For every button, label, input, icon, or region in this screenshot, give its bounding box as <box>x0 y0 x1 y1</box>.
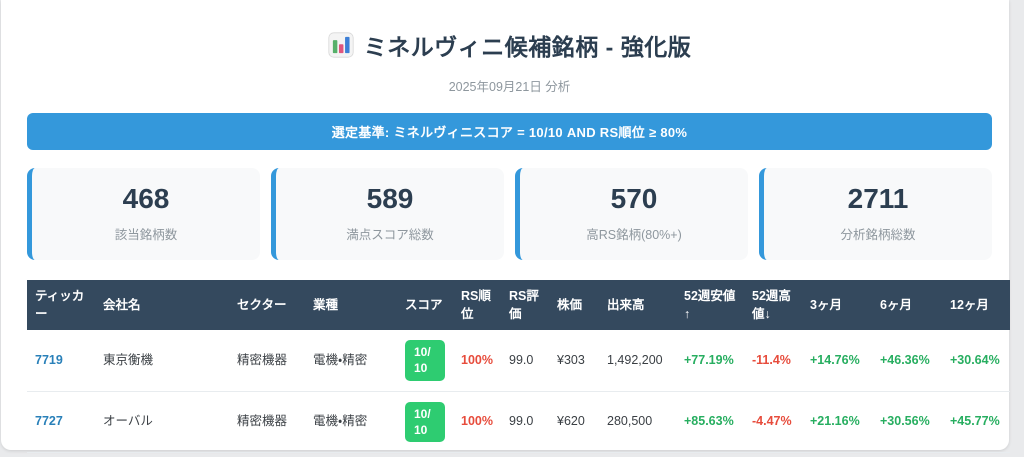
stat-value: 570 <box>610 183 658 214</box>
rs-rank-cell: 100% <box>453 452 501 457</box>
col-header-company: 会社名 <box>95 280 229 331</box>
col-header-rs-rating: RS評価 <box>501 280 549 331</box>
rs-rank-cell: 100% <box>453 391 501 454</box>
volume-cell: 1,492,200 <box>599 330 676 392</box>
6-month-cell: +46.36% <box>872 330 942 392</box>
col-header-ticker: ティッカー <box>27 280 95 331</box>
stat-card-matching-stocks: 468 該当銘柄数 <box>27 168 260 260</box>
table-row: 7719 東京衡機 精密機器 電機・精密 10/10 100% 99.0 ¥30… <box>27 330 1010 392</box>
rs-rank-cell: 100% <box>453 330 501 392</box>
company-cell: オーバル <box>95 391 229 454</box>
col-header-52w-low: 52週安値↑ <box>676 280 744 331</box>
volume-cell: 280,500 <box>599 391 676 454</box>
52w-high-cell: -3.79% <box>744 452 802 457</box>
stat-label: 満点スコア総数 <box>346 228 434 242</box>
col-header-12-month: 12ヶ月 <box>942 280 1010 331</box>
industry-cell: 電機・精密 <box>305 330 397 392</box>
ticker-cell[interactable]: 7777 <box>27 452 95 457</box>
score-badge: 10/10 <box>405 340 445 381</box>
score-cell: 10/10 <box>397 330 453 392</box>
bar-chart-icon <box>328 32 354 58</box>
3-month-cell: +14.76% <box>802 330 872 392</box>
stat-value: 589 <box>366 183 414 214</box>
stat-cards: 468 該当銘柄数 589 満点スコア総数 570 高RS銘柄(80%+) 27… <box>27 168 992 260</box>
col-header-rs-rank: RS順位 <box>453 280 501 331</box>
table-header: ティッカー 会社名 セクター 業種 スコア RS順位 RS評価 株価 出来高 5… <box>27 280 1010 331</box>
stat-label: 高RS銘柄(80%+) <box>586 228 682 242</box>
analysis-date: 2025年09月21日 分析 <box>448 80 571 94</box>
col-header-3-month: 3ヶ月 <box>802 280 872 331</box>
page-header: ミネルヴィニ候補銘柄 - 強化版 <box>27 28 992 62</box>
company-cell: スリー・ディー・マトリックス <box>95 452 229 457</box>
table-row: 7727 オーバル 精密機器 電機・精密 10/10 100% 99.0 ¥62… <box>27 391 1010 454</box>
ticker-cell[interactable]: 7719 <box>27 330 95 392</box>
3-month-cell: +21.16% <box>802 391 872 454</box>
52w-low-cell: +85.63% <box>676 391 744 454</box>
stat-card-total-analyzed: 2711 分析銘柄総数 <box>759 168 992 260</box>
rs-rating-cell: 99.0 <box>501 452 549 457</box>
rs-rating-cell: 99.0 <box>501 391 549 454</box>
price-cell: ¥620 <box>549 391 599 454</box>
52w-low-cell: +205.0% <box>676 452 744 457</box>
6-month-cell: +30.56% <box>872 391 942 454</box>
page-title: ミネルヴィニ候補銘柄 - 強化版 <box>363 34 692 60</box>
stat-value: 2711 <box>847 183 909 214</box>
6-month-cell: +111.97% <box>872 452 942 457</box>
col-header-price: 株価 <box>549 280 599 331</box>
table-body: 7719 東京衡機 精密機器 電機・精密 10/10 100% 99.0 ¥30… <box>27 330 1010 457</box>
criteria-banner: 選定基準: ミネルヴィニスコア = 10/10 AND RS順位 ≥ 80% <box>27 113 992 150</box>
col-header-volume: 出来高 <box>599 280 676 331</box>
table-row: 7777 スリー・ディー・マトリックス 精密機器 電機・精密 10/10 100… <box>27 452 1010 457</box>
3-month-cell: +5.51% <box>802 452 872 457</box>
sector-cell: 精密機器 <box>229 452 305 457</box>
sector-cell: 精密機器 <box>229 391 305 454</box>
col-header-6-month: 6ヶ月 <box>872 280 942 331</box>
stat-label: 該当銘柄数 <box>114 228 178 242</box>
score-cell: 10/10 <box>397 391 453 454</box>
12-month-cell: +45.77% <box>942 391 1010 454</box>
stat-value: 468 <box>122 183 170 214</box>
52w-high-cell: -11.4% <box>744 330 802 392</box>
score-badge: 10/10 <box>405 401 445 442</box>
52w-low-cell: +77.19% <box>676 330 744 392</box>
stat-card-high-rs-stocks: 570 高RS銘柄(80%+) <box>515 168 748 260</box>
12-month-cell: +117.31% <box>942 452 1010 457</box>
sector-cell: 精密機器 <box>229 330 305 392</box>
stock-table: ティッカー 会社名 セクター 業種 スコア RS順位 RS評価 株価 出来高 5… <box>27 280 1010 457</box>
table-header-row: ティッカー 会社名 セクター 業種 スコア RS順位 RS評価 株価 出来高 5… <box>27 280 1010 331</box>
industry-cell: 電機・精密 <box>305 452 397 457</box>
col-header-sector: セクター <box>229 280 305 331</box>
stat-label: 分析銘柄総数 <box>840 228 916 242</box>
ticker-cell[interactable]: 7727 <box>27 391 95 454</box>
industry-cell: 電機・精密 <box>305 391 397 454</box>
stat-card-perfect-scores: 589 満点スコア総数 <box>271 168 504 260</box>
price-cell: ¥305 <box>549 452 599 457</box>
52w-high-cell: -4.47% <box>744 391 802 454</box>
score-cell: 10/10 <box>397 452 453 457</box>
volume-cell: 5,598,600 <box>599 452 676 457</box>
criteria-banner-text: 選定基準: ミネルヴィニスコア = 10/10 AND RS順位 ≥ 80% <box>331 125 688 140</box>
company-cell: 東京衡機 <box>95 330 229 392</box>
col-header-industry: 業種 <box>305 280 397 331</box>
rs-rating-cell: 99.0 <box>501 330 549 392</box>
price-cell: ¥303 <box>549 330 599 392</box>
col-header-52w-high: 52週高値↓ <box>744 280 802 331</box>
12-month-cell: +30.64% <box>942 330 1010 392</box>
col-header-score: スコア <box>397 280 453 331</box>
